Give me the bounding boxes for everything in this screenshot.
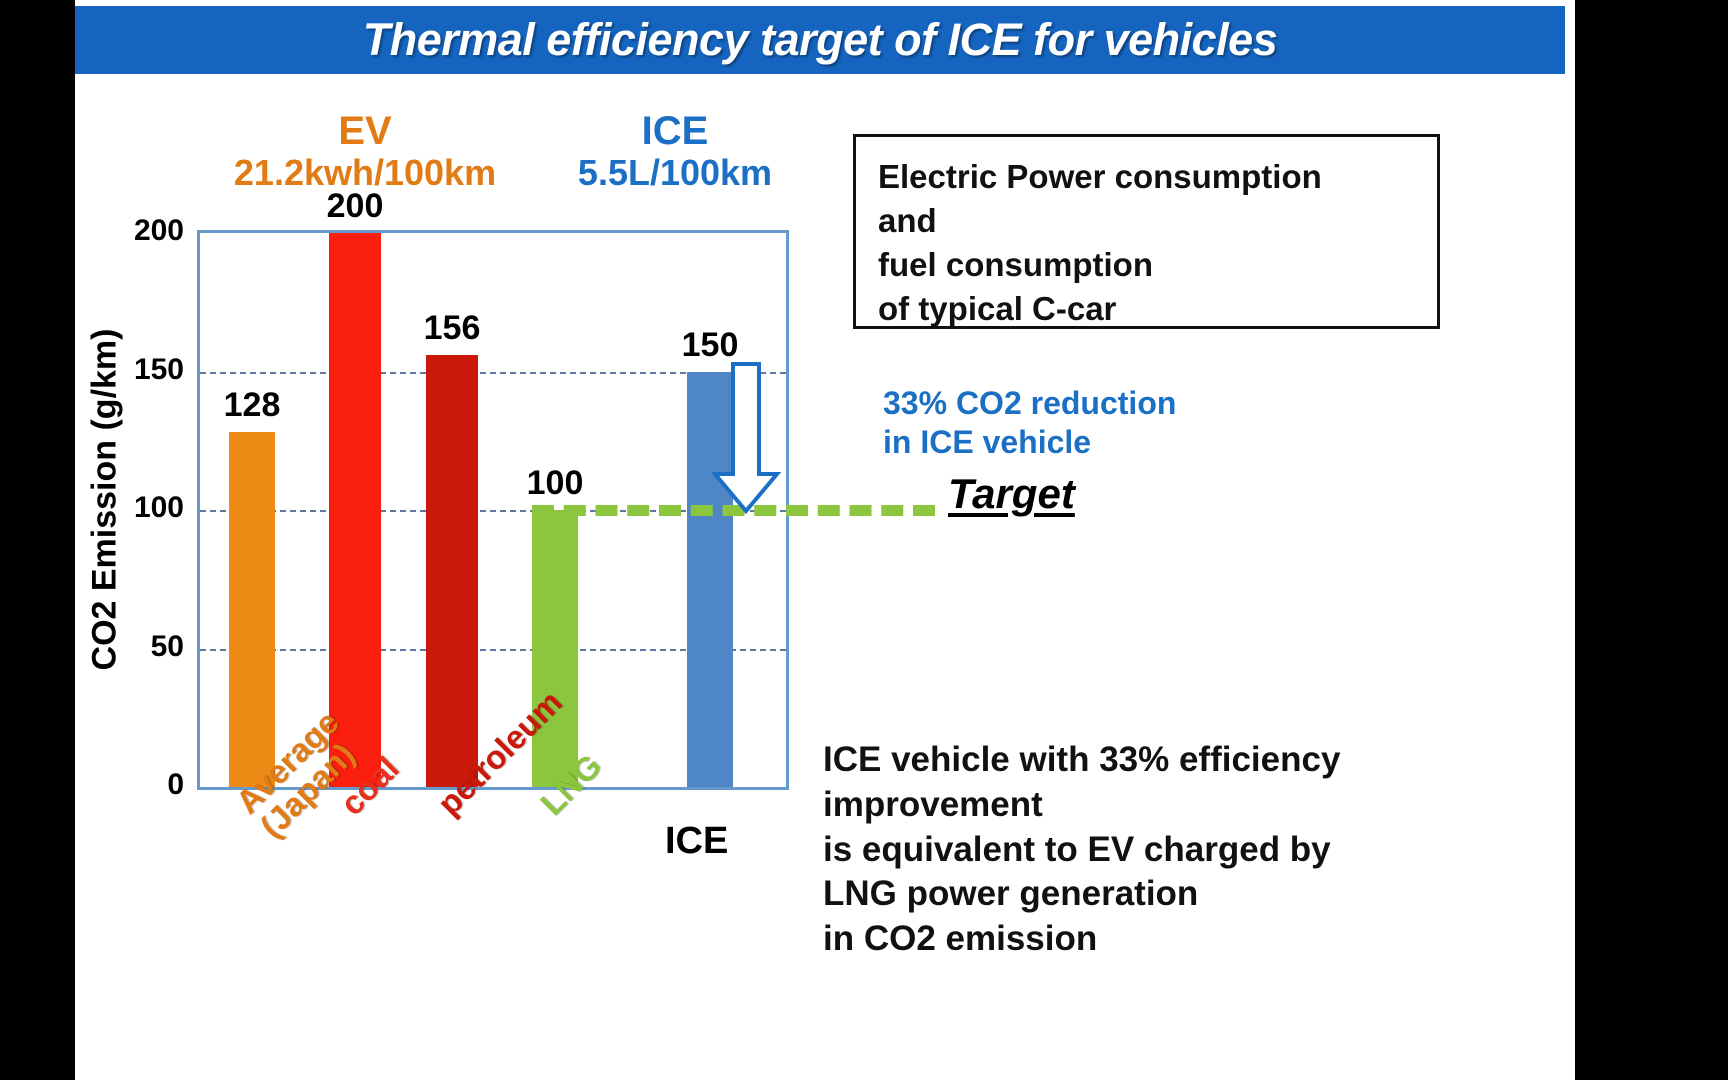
infobox-line-1: Electric Power consumption	[878, 158, 1322, 195]
bar-ice	[687, 371, 733, 787]
slide-canvas: Thermal efficiency target of ICE for veh…	[75, 0, 1575, 1080]
target-threshold-line	[532, 505, 935, 516]
bar-average-japan	[229, 432, 275, 787]
reduction-line-2: in ICE vehicle	[883, 424, 1092, 461]
bottom-explanation: ICE vehicle with 33% efficiency improvem…	[823, 738, 1523, 962]
y-tick-label-0: 0	[167, 768, 184, 801]
y-tick-label-100: 100	[133, 491, 184, 524]
group-header-ice-value: 5.5L/100km	[577, 152, 773, 193]
gridline-50	[200, 648, 786, 651]
infobox-line-4: of typical C-car	[878, 289, 1117, 327]
reduction-line-1: 33% CO2 reduction	[883, 385, 1177, 421]
consumption-infobox: Electric Power consumption and fuel cons…	[853, 134, 1440, 329]
bar-value-label-lng: 100	[526, 464, 584, 502]
group-header-ev-name: EV	[338, 109, 392, 153]
gridline-100	[200, 510, 786, 512]
y-tick-label-150: 150	[133, 352, 184, 386]
bottom-line-3: is equivalent to EV charged by	[823, 829, 1331, 869]
bar-value-label-coal: 200	[326, 187, 384, 225]
bar-coal	[329, 233, 381, 787]
down-arrow-icon	[710, 362, 782, 515]
group-header-ice-name: ICE	[641, 109, 709, 153]
bar-value-label-ice: 150	[681, 325, 739, 364]
co2-reduction-arrow	[710, 362, 782, 519]
gridline-150	[200, 371, 786, 374]
y-tick-label-200: 200	[133, 214, 184, 247]
y-tick-label-50: 50	[150, 629, 184, 663]
infobox-line-3: fuel consumption	[878, 245, 1153, 283]
group-header-ev: EV 21.2kwh/100km	[205, 110, 525, 192]
bottom-line-2: improvement	[823, 784, 1043, 824]
target-label: Target	[948, 470, 1075, 517]
infobox-line-2: and	[878, 201, 937, 239]
bar-value-label-petroleum: 156	[423, 308, 481, 347]
bottom-line-4: LNG power generation	[823, 874, 1199, 914]
bar-value-label-average-japan: 128	[223, 386, 281, 425]
bottom-line-1: ICE vehicle with 33% efficiency	[823, 740, 1341, 779]
page-title: Thermal efficiency target of ICE for veh…	[362, 14, 1278, 65]
x-axis-label-ice: ICE	[665, 820, 729, 862]
slide-title-bar: Thermal efficiency target of ICE for veh…	[75, 6, 1565, 74]
bar-petroleum	[426, 354, 478, 787]
bar-lng	[532, 510, 578, 787]
group-header-ice: ICE 5.5L/100km	[530, 110, 820, 192]
reduction-annotation: 33% CO2 reduction in ICE vehicle	[883, 384, 1176, 462]
group-header-ev-value: 21.2kwh/100km	[233, 152, 497, 193]
bottom-line-5: in CO2 emission	[823, 919, 1098, 959]
